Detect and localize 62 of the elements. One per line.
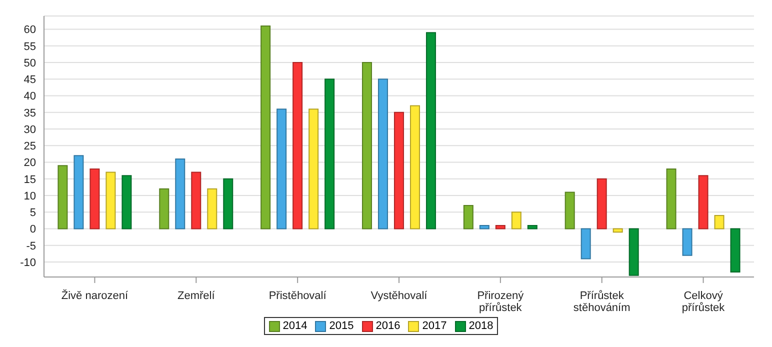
x-tick-label: Zemřelí (178, 290, 216, 302)
bar (612, 228, 623, 233)
y-tick-label: 10 (24, 190, 36, 202)
bar (276, 108, 287, 230)
y-tick-label: 30 (24, 124, 36, 136)
y-tick-label: -5 (26, 240, 36, 252)
y-tick-label: 35 (24, 107, 36, 120)
y-tick-label: 60 (24, 24, 36, 36)
x-tick-label: Přirozený přírůstek (477, 290, 524, 314)
bar (463, 205, 474, 230)
bar (122, 175, 132, 230)
bar (74, 155, 84, 230)
bar (628, 228, 639, 276)
bar (495, 224, 506, 230)
bar (426, 32, 436, 230)
legend-label: 2016 (374, 319, 400, 333)
bar (479, 224, 490, 230)
bar (580, 228, 591, 260)
y-tick-label: 5 (30, 207, 36, 220)
bar (175, 158, 186, 230)
y-tick-label: 0 (30, 224, 36, 236)
y-tick-label: 50 (24, 57, 36, 70)
bar (682, 228, 692, 256)
bar (58, 165, 68, 230)
bar (207, 188, 218, 230)
bar (564, 192, 575, 230)
bar (260, 25, 271, 230)
bar (394, 112, 404, 230)
bar (90, 168, 100, 230)
bar (191, 172, 202, 230)
y-tick-label: -10 (20, 256, 36, 269)
bar (714, 214, 724, 230)
bar (410, 105, 420, 230)
x-tick-label: Živě narození (61, 289, 129, 302)
bar (292, 62, 303, 230)
legend-label: 2018 (468, 319, 494, 333)
bar (308, 108, 319, 230)
bar (527, 224, 538, 230)
y-tick-label: 40 (24, 90, 36, 103)
bar (378, 78, 388, 230)
bar (730, 228, 740, 273)
x-tick-label: Celkový přírůstek (682, 290, 726, 314)
legend-label: 2015 (328, 319, 354, 333)
x-tick-label: Přistěhovalí (268, 290, 328, 302)
bar (698, 175, 708, 230)
legend-label: 2014 (282, 319, 308, 333)
bar (596, 178, 607, 230)
bar (666, 168, 676, 230)
bar (106, 172, 116, 230)
y-tick-label: 25 (24, 140, 36, 153)
x-tick-label: Přírůstek stěhováním (573, 290, 630, 314)
bar (223, 178, 234, 230)
bar (511, 212, 522, 230)
x-tick-label: Vystěhovalí (370, 290, 428, 302)
y-tick-label: 45 (24, 74, 36, 86)
bar (159, 188, 170, 230)
bar (362, 62, 372, 230)
legend-label: 2017 (421, 319, 447, 333)
y-tick-label: 55 (24, 40, 36, 53)
bar (324, 78, 335, 230)
y-tick-label: 15 (24, 174, 36, 186)
y-tick-label: 20 (24, 157, 36, 170)
